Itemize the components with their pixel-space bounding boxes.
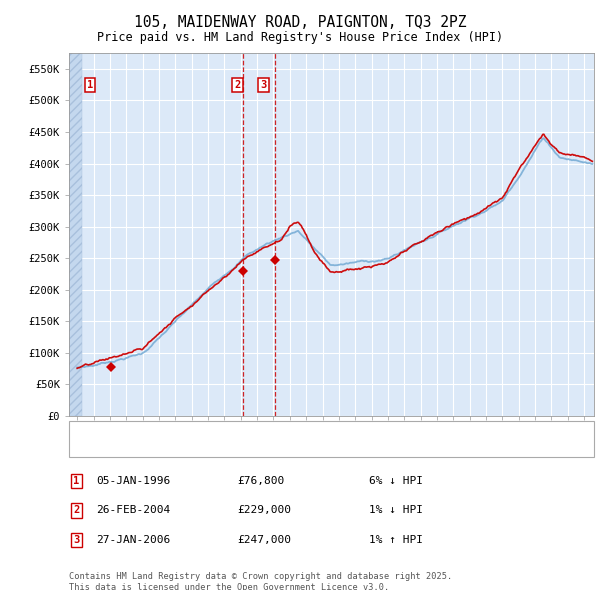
- Text: 1: 1: [73, 476, 79, 486]
- Text: £247,000: £247,000: [237, 535, 291, 545]
- Text: Price paid vs. HM Land Registry's House Price Index (HPI): Price paid vs. HM Land Registry's House …: [97, 31, 503, 44]
- Text: 27-JAN-2006: 27-JAN-2006: [96, 535, 170, 545]
- Text: £229,000: £229,000: [237, 506, 291, 515]
- Text: 1% ↓ HPI: 1% ↓ HPI: [369, 506, 423, 515]
- Text: HPI: Average price, detached house, Torbay: HPI: Average price, detached house, Torb…: [98, 443, 360, 453]
- Text: 2: 2: [73, 506, 79, 515]
- Text: 3: 3: [73, 535, 79, 545]
- Text: Contains HM Land Registry data © Crown copyright and database right 2025.
This d: Contains HM Land Registry data © Crown c…: [69, 572, 452, 590]
- Text: 26-FEB-2004: 26-FEB-2004: [96, 506, 170, 515]
- Text: £76,800: £76,800: [237, 476, 284, 486]
- Text: 1: 1: [87, 80, 94, 90]
- Text: 2: 2: [235, 80, 241, 90]
- Text: 6% ↓ HPI: 6% ↓ HPI: [369, 476, 423, 486]
- Text: 3: 3: [260, 80, 267, 90]
- Text: 105, MAIDENWAY ROAD, PAIGNTON, TQ3 2PZ (detached house): 105, MAIDENWAY ROAD, PAIGNTON, TQ3 2PZ (…: [98, 426, 442, 436]
- Text: 105, MAIDENWAY ROAD, PAIGNTON, TQ3 2PZ: 105, MAIDENWAY ROAD, PAIGNTON, TQ3 2PZ: [134, 15, 466, 30]
- Text: 1% ↑ HPI: 1% ↑ HPI: [369, 535, 423, 545]
- Text: —: —: [78, 441, 93, 455]
- Text: —: —: [78, 424, 94, 438]
- Text: 05-JAN-1996: 05-JAN-1996: [96, 476, 170, 486]
